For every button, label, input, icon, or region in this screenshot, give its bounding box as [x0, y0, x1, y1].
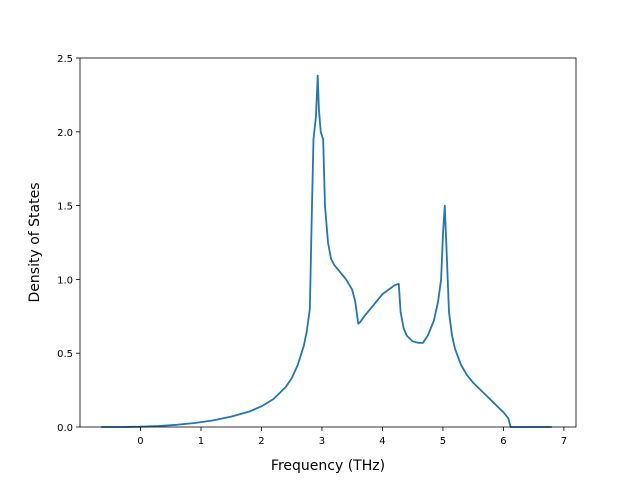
y-tick-label: 2.5 — [57, 54, 73, 65]
x-axis-label: Frequency (THz) — [271, 458, 385, 474]
x-tick-label: 5 — [440, 436, 446, 447]
x-tick-label: 7 — [561, 436, 567, 447]
y-tick-label: 0.5 — [57, 349, 73, 360]
dos-series-line — [101, 74, 552, 428]
y-axis-ticks: 0.0 0.5 1.0 1.5 2.0 2.5 — [57, 54, 80, 434]
y-tick-label: 0.0 — [57, 423, 73, 434]
y-axis-label: Density of States — [27, 183, 43, 303]
x-tick-label: 2 — [258, 436, 264, 447]
y-tick-label: 1.0 — [57, 275, 73, 286]
x-axis-ticks: 0 1 2 3 4 5 6 7 — [137, 427, 567, 447]
x-tick-label: 0 — [137, 436, 143, 447]
x-tick-label: 6 — [500, 436, 506, 447]
plot-area — [101, 74, 552, 428]
x-tick-label: 4 — [379, 436, 385, 447]
y-tick-label: 2.0 — [57, 128, 73, 139]
x-tick-label: 3 — [319, 436, 325, 447]
y-tick-label: 1.5 — [57, 202, 73, 213]
x-tick-label: 1 — [198, 436, 204, 447]
axes-frame — [79, 57, 577, 428]
